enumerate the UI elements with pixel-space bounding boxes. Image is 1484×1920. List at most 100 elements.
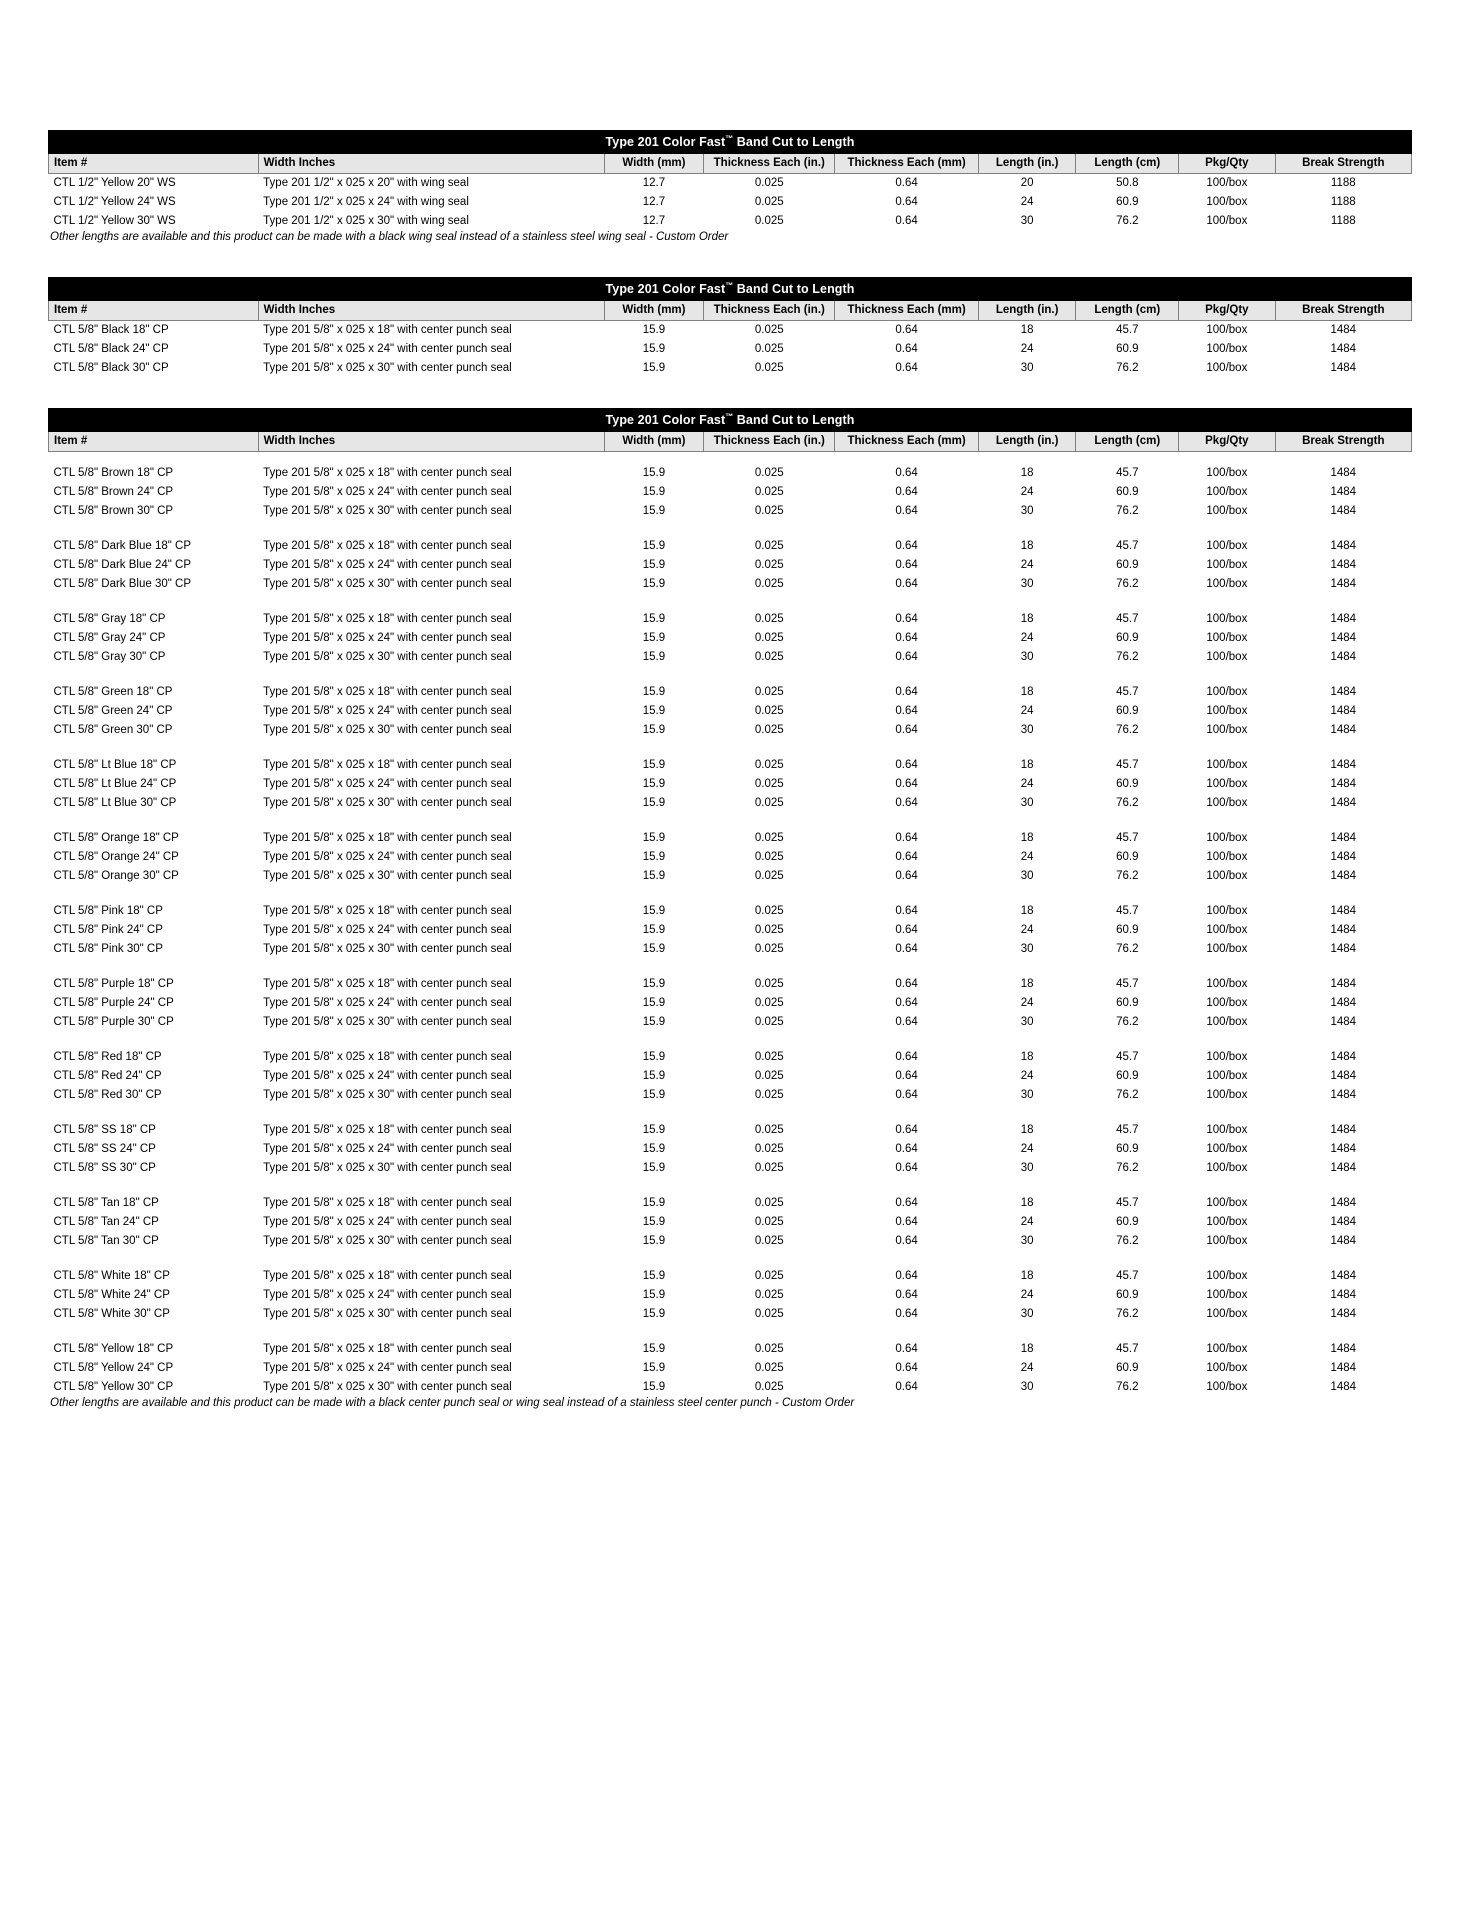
table-row: CTL 5/8" Purple 24" CP Type 201 5/8" x 02… <box>49 994 1412 1013</box>
cell-item: CTL 5/8" Yellow 24" CP <box>53 1362 174 1375</box>
cell-item: CTL 1/2" Yellow 24" WS <box>53 196 176 209</box>
cell-length-in: 24 <box>1020 778 1034 791</box>
table-row: CTL 5/8" Green 30" CP Type 201 5/8" x 025… <box>49 721 1412 740</box>
column-header-width-mm: Width (mm) <box>603 153 705 175</box>
cell-break-strength: 1484 <box>1330 978 1357 991</box>
spacer-cell <box>49 521 1412 537</box>
cell-thickness-in: 0.025 <box>754 1362 784 1375</box>
cell-length-cm: 76.2 <box>1116 870 1139 883</box>
cell-width-inches: Type 201 5/8" x 025 x 30" with center pu… <box>263 1162 512 1175</box>
cell-item: CTL 5/8" Orange 30" CP <box>53 870 179 883</box>
cell-thickness-in: 0.025 <box>754 1197 784 1210</box>
cell-item: CTL 5/8" Purple 18" CP <box>53 978 174 991</box>
cell-item: CTL 1/2" Yellow 30" WS <box>53 215 176 228</box>
cell-break-strength: 1484 <box>1330 343 1357 356</box>
cell-item: CTL 5/8" Green 24" CP <box>53 705 173 718</box>
group-spacer-row <box>49 521 1412 537</box>
cell-width-inches: Type 201 5/8" x 025 x 24" with center pu… <box>263 486 512 499</box>
cell-pkg-qty: 100/box <box>1206 759 1248 772</box>
column-header-item: Item # <box>48 300 259 322</box>
cell-thickness-mm: 0.64 <box>895 997 918 1010</box>
cell-pkg-qty: 100/box <box>1206 978 1248 991</box>
cell-pkg-qty: 100/box <box>1206 870 1248 883</box>
cell-width-inches: Type 201 5/8" x 025 x 18" with center pu… <box>263 1197 512 1210</box>
cell-pkg-qty: 100/box <box>1206 1143 1248 1156</box>
cell-thickness-in: 0.025 <box>754 613 784 626</box>
table-footnote: Other lengths are available and this pro… <box>50 1397 855 1410</box>
column-header-pkg-qty: Pkg/Qty <box>1178 431 1276 453</box>
cell-item: CTL 5/8" Orange 18" CP <box>53 832 179 845</box>
cell-break-strength: 1484 <box>1330 467 1357 480</box>
cell-width-inches: Type 201 5/8" x 025 x 24" with center pu… <box>263 1070 512 1083</box>
cell-item: CTL 5/8" White 30" CP <box>53 1308 170 1321</box>
cell-length-cm: 76.2 <box>1116 578 1139 591</box>
cell-length-cm: 45.7 <box>1116 978 1139 991</box>
cell-length-cm: 76.2 <box>1116 943 1139 956</box>
cell-length-in: 30 <box>1020 1235 1034 1248</box>
group-spacer-row <box>49 740 1412 756</box>
cell-length-cm: 76.2 <box>1116 1016 1139 1029</box>
cell-length-in: 30 <box>1020 943 1034 956</box>
cell-width-mm: 15.9 <box>642 686 666 699</box>
table-row: CTL 5/8" Red 30" CP Type 201 5/8" x 025 x… <box>49 1086 1412 1105</box>
cell-length-in: 30 <box>1020 1162 1034 1175</box>
table-row: CTL 5/8" SS 24" CP Type 201 5/8" x 025 x … <box>49 1140 1412 1159</box>
column-header-thickness-in: Thickness Each (in.) <box>703 300 836 322</box>
cell-thickness-mm: 0.64 <box>895 1143 918 1156</box>
cell-pkg-qty: 100/box <box>1206 1270 1248 1283</box>
cell-length-cm: 76.2 <box>1116 505 1139 518</box>
cell-width-inches: Type 201 5/8" x 025 x 24" with center pu… <box>263 997 512 1010</box>
cell-item: CTL 5/8" Pink 30" CP <box>53 943 163 956</box>
cell-width-mm: 15.9 <box>642 851 666 864</box>
cell-length-in: 30 <box>1020 797 1034 810</box>
table-row: CTL 5/8" SS 30" CP Type 201 5/8" x 025 x … <box>49 1159 1412 1178</box>
column-header-thickness-mm: Thickness Each (mm) <box>834 431 979 453</box>
column-header-pkg-qty: Pkg/Qty <box>1178 300 1276 322</box>
cell-length-cm: 45.7 <box>1116 759 1139 772</box>
spacer-cell <box>49 594 1412 610</box>
cell-width-mm: 15.9 <box>642 1162 666 1175</box>
cell-width-inches: Type 201 5/8" x 025 x 24" with center pu… <box>263 1362 512 1375</box>
cell-item: CTL 5/8" Green 18" CP <box>53 686 173 699</box>
cell-pkg-qty: 100/box <box>1206 1162 1248 1175</box>
cell-pkg-qty: 100/box <box>1206 1197 1248 1210</box>
column-header-thickness-mm: Thickness Each (mm) <box>834 300 979 322</box>
cell-length-in: 18 <box>1020 1197 1034 1210</box>
trademark-symbol: ™ <box>725 412 734 422</box>
cell-length-cm: 76.2 <box>1116 1162 1139 1175</box>
cell-thickness-mm: 0.64 <box>895 1343 918 1356</box>
cell-length-in: 24 <box>1020 851 1034 864</box>
cell-break-strength: 1484 <box>1330 1197 1357 1210</box>
table-row: CTL 5/8" White 30" CP Type 201 5/8" x 025… <box>49 1305 1412 1324</box>
cell-width-mm: 15.9 <box>642 978 666 991</box>
cell-width-inches: Type 201 5/8" x 025 x 30" with center pu… <box>263 724 512 737</box>
cell-pkg-qty: 100/box <box>1206 540 1248 553</box>
cell-length-in: 24 <box>1020 924 1034 937</box>
column-header-length-cm: Length (cm) <box>1075 153 1180 175</box>
cell-width-mm: 15.9 <box>642 613 666 626</box>
cell-item: CTL 5/8" Purple 24" CP <box>53 997 174 1010</box>
cell-thickness-mm: 0.64 <box>895 1070 918 1083</box>
table-banner-row: Type 201 Color Fast™ Band Cut to Length <box>48 277 1412 302</box>
cell-thickness-mm: 0.64 <box>895 505 918 518</box>
cell-thickness-in: 0.025 <box>754 978 784 991</box>
cell-length-in: 30 <box>1020 362 1034 375</box>
cell-thickness-in: 0.025 <box>754 870 784 883</box>
cell-length-in: 30 <box>1020 505 1034 518</box>
cell-thickness-mm: 0.64 <box>895 851 918 864</box>
cell-length-in: 24 <box>1020 486 1034 499</box>
column-header-width-mm: Width (mm) <box>603 300 705 322</box>
cell-width-inches: Type 201 5/8" x 025 x 18" with center pu… <box>263 905 512 918</box>
cell-thickness-in: 0.025 <box>754 1070 784 1083</box>
cell-pkg-qty: 100/box <box>1206 467 1248 480</box>
cell-item: CTL 5/8" Brown 30" CP <box>53 505 174 518</box>
cell-item: CTL 5/8" Yellow 30" CP <box>53 1381 174 1394</box>
cell-pkg-qty: 100/box <box>1206 324 1248 337</box>
cell-thickness-in: 0.025 <box>754 540 784 553</box>
cell-break-strength: 1484 <box>1330 1308 1357 1321</box>
table-banner-row: Type 201 Color Fast™ Band Cut to Length <box>48 408 1412 433</box>
table-row: CTL 5/8" Pink 18" CP Type 201 5/8" x 025 … <box>49 902 1412 921</box>
column-header-break-strength: Break Strength <box>1274 153 1413 175</box>
cell-thickness-in: 0.025 <box>754 1308 784 1321</box>
table-row: CTL 5/8" Lt Blue 30" CP Type 201 5/8" x 0… <box>49 794 1412 813</box>
